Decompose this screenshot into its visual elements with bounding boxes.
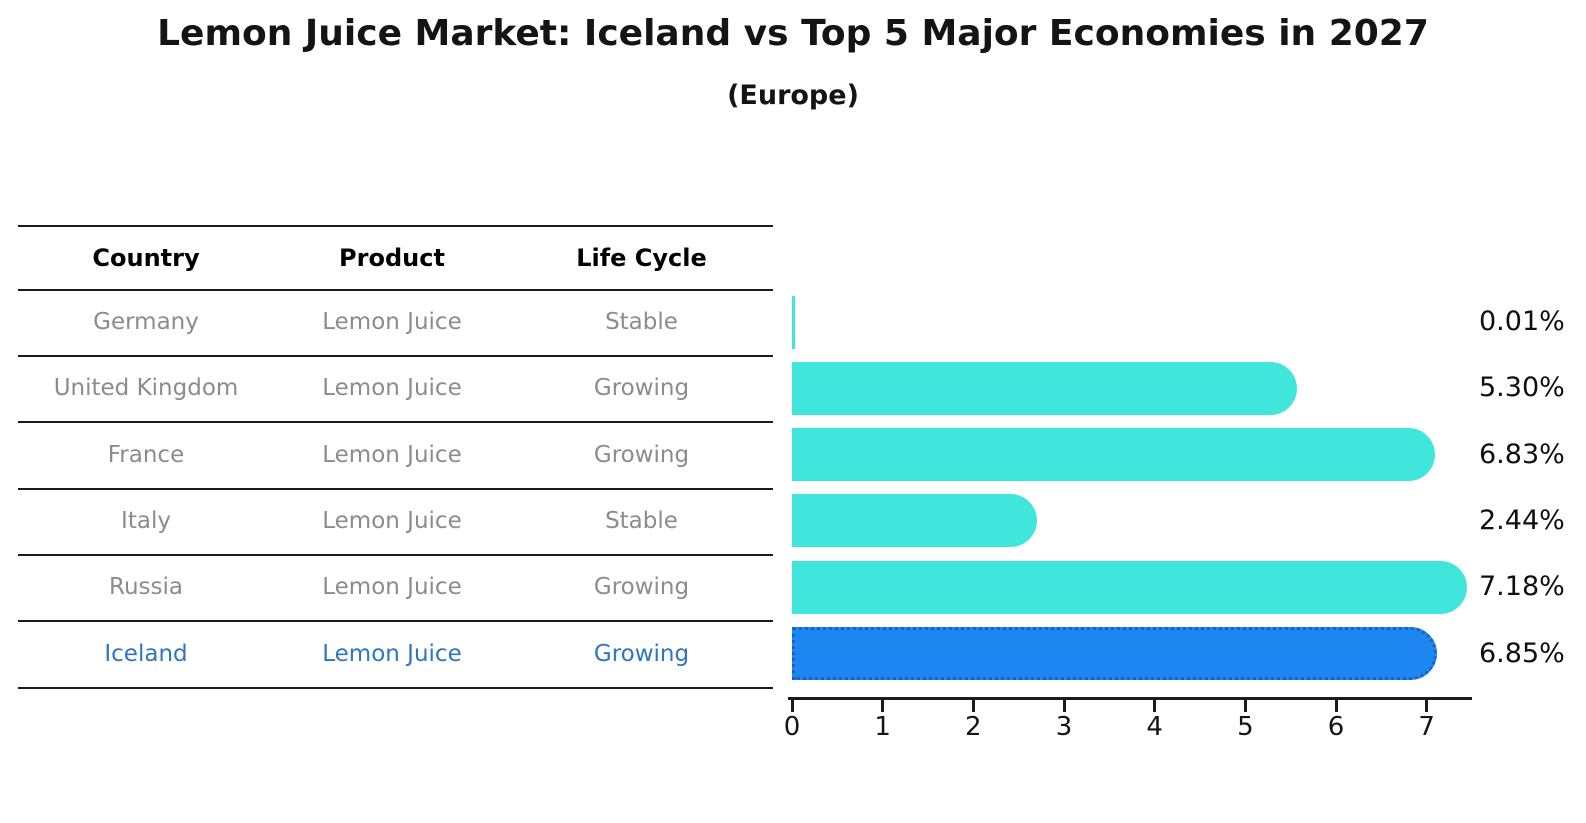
bar-italy	[792, 494, 1038, 547]
table-header-row: Country Product Life Cycle	[18, 227, 773, 289]
x-tick	[881, 700, 885, 712]
x-tick-label: 3	[1055, 712, 1073, 742]
cell-life-cycle: Growing	[593, 574, 690, 600]
cell-product: Lemon Juice	[322, 640, 462, 667]
cell-life-cycle: Stable	[605, 309, 678, 335]
cell-country: France	[107, 441, 185, 468]
column-header-country: Country	[92, 244, 200, 272]
table-row-germany: Germany Lemon Juice Stable	[18, 289, 773, 355]
chart-title: Lemon Juice Market: Iceland vs Top 5 Maj…	[157, 13, 1429, 54]
table-row-united-kingdom: United Kingdom Lemon Juice Growing	[18, 355, 773, 421]
x-tick	[971, 700, 975, 712]
value-label-iceland: 6.85%	[1479, 638, 1565, 669]
x-tick	[1425, 700, 1429, 712]
table-row-rule	[18, 355, 773, 357]
cell-product: Lemon Juice	[322, 508, 462, 534]
cell-product: Lemon Juice	[322, 375, 462, 401]
table-row-rule	[18, 421, 773, 423]
x-tick-label: 4	[1146, 712, 1163, 742]
cell-country: Italy	[121, 508, 171, 534]
chart-subtitle: (Europe)	[727, 80, 859, 111]
table-row-rule	[18, 488, 773, 490]
bar-germany	[792, 296, 795, 349]
x-tick-label: 7	[1418, 712, 1435, 742]
bar-france	[792, 428, 1436, 481]
value-label-france: 6.83%	[1479, 439, 1565, 470]
table-row-france: France Lemon Juice Growing	[18, 421, 773, 488]
x-axis-line	[788, 697, 1472, 700]
cell-country: Russia	[109, 574, 183, 600]
x-tick-label: 2	[965, 712, 982, 742]
column-header-product: Product	[339, 244, 445, 272]
value-label-germany: 0.01%	[1479, 306, 1565, 337]
x-tick-label: 5	[1237, 712, 1254, 742]
x-tick	[1153, 700, 1157, 712]
cell-country: Germany	[93, 309, 199, 335]
table-row-rule	[18, 554, 773, 556]
cell-product: Lemon Juice	[322, 441, 462, 468]
value-label-russia: 7.18%	[1479, 571, 1565, 602]
table-row-russia: Russia Lemon Juice Growing	[18, 554, 773, 620]
x-tick-label: 0	[783, 712, 801, 742]
cell-life-cycle: Growing	[593, 441, 690, 468]
bar-iceland	[792, 627, 1438, 680]
x-tick	[790, 700, 794, 712]
cell-country: United Kingdom	[53, 375, 239, 401]
cell-life-cycle: Stable	[605, 508, 678, 534]
table-bottom-rule	[18, 687, 773, 689]
table-header-rule	[18, 289, 773, 291]
bar-russia	[792, 561, 1467, 614]
table-row-italy: Italy Lemon Juice Stable	[18, 488, 773, 554]
table-row-rule	[18, 620, 773, 622]
cell-life-cycle: Growing	[593, 375, 690, 401]
x-tick-label: 1	[874, 712, 891, 742]
cell-country: Iceland	[104, 640, 188, 667]
table-row-iceland: Iceland Lemon Juice Growing	[18, 620, 773, 687]
x-tick-label: 6	[1327, 712, 1345, 742]
bar-united-kingdom	[792, 362, 1297, 415]
cell-product: Lemon Juice	[322, 574, 462, 600]
value-label-united-kingdom: 5.30%	[1479, 372, 1565, 403]
cell-life-cycle: Growing	[593, 640, 690, 667]
value-label-italy: 2.44%	[1479, 505, 1565, 536]
x-tick	[1243, 700, 1247, 712]
x-tick	[1334, 700, 1338, 712]
column-header-life-cycle: Life Cycle	[576, 244, 707, 272]
x-tick	[1062, 700, 1066, 712]
table-top-rule	[18, 225, 773, 227]
cell-product: Lemon Juice	[322, 309, 462, 335]
